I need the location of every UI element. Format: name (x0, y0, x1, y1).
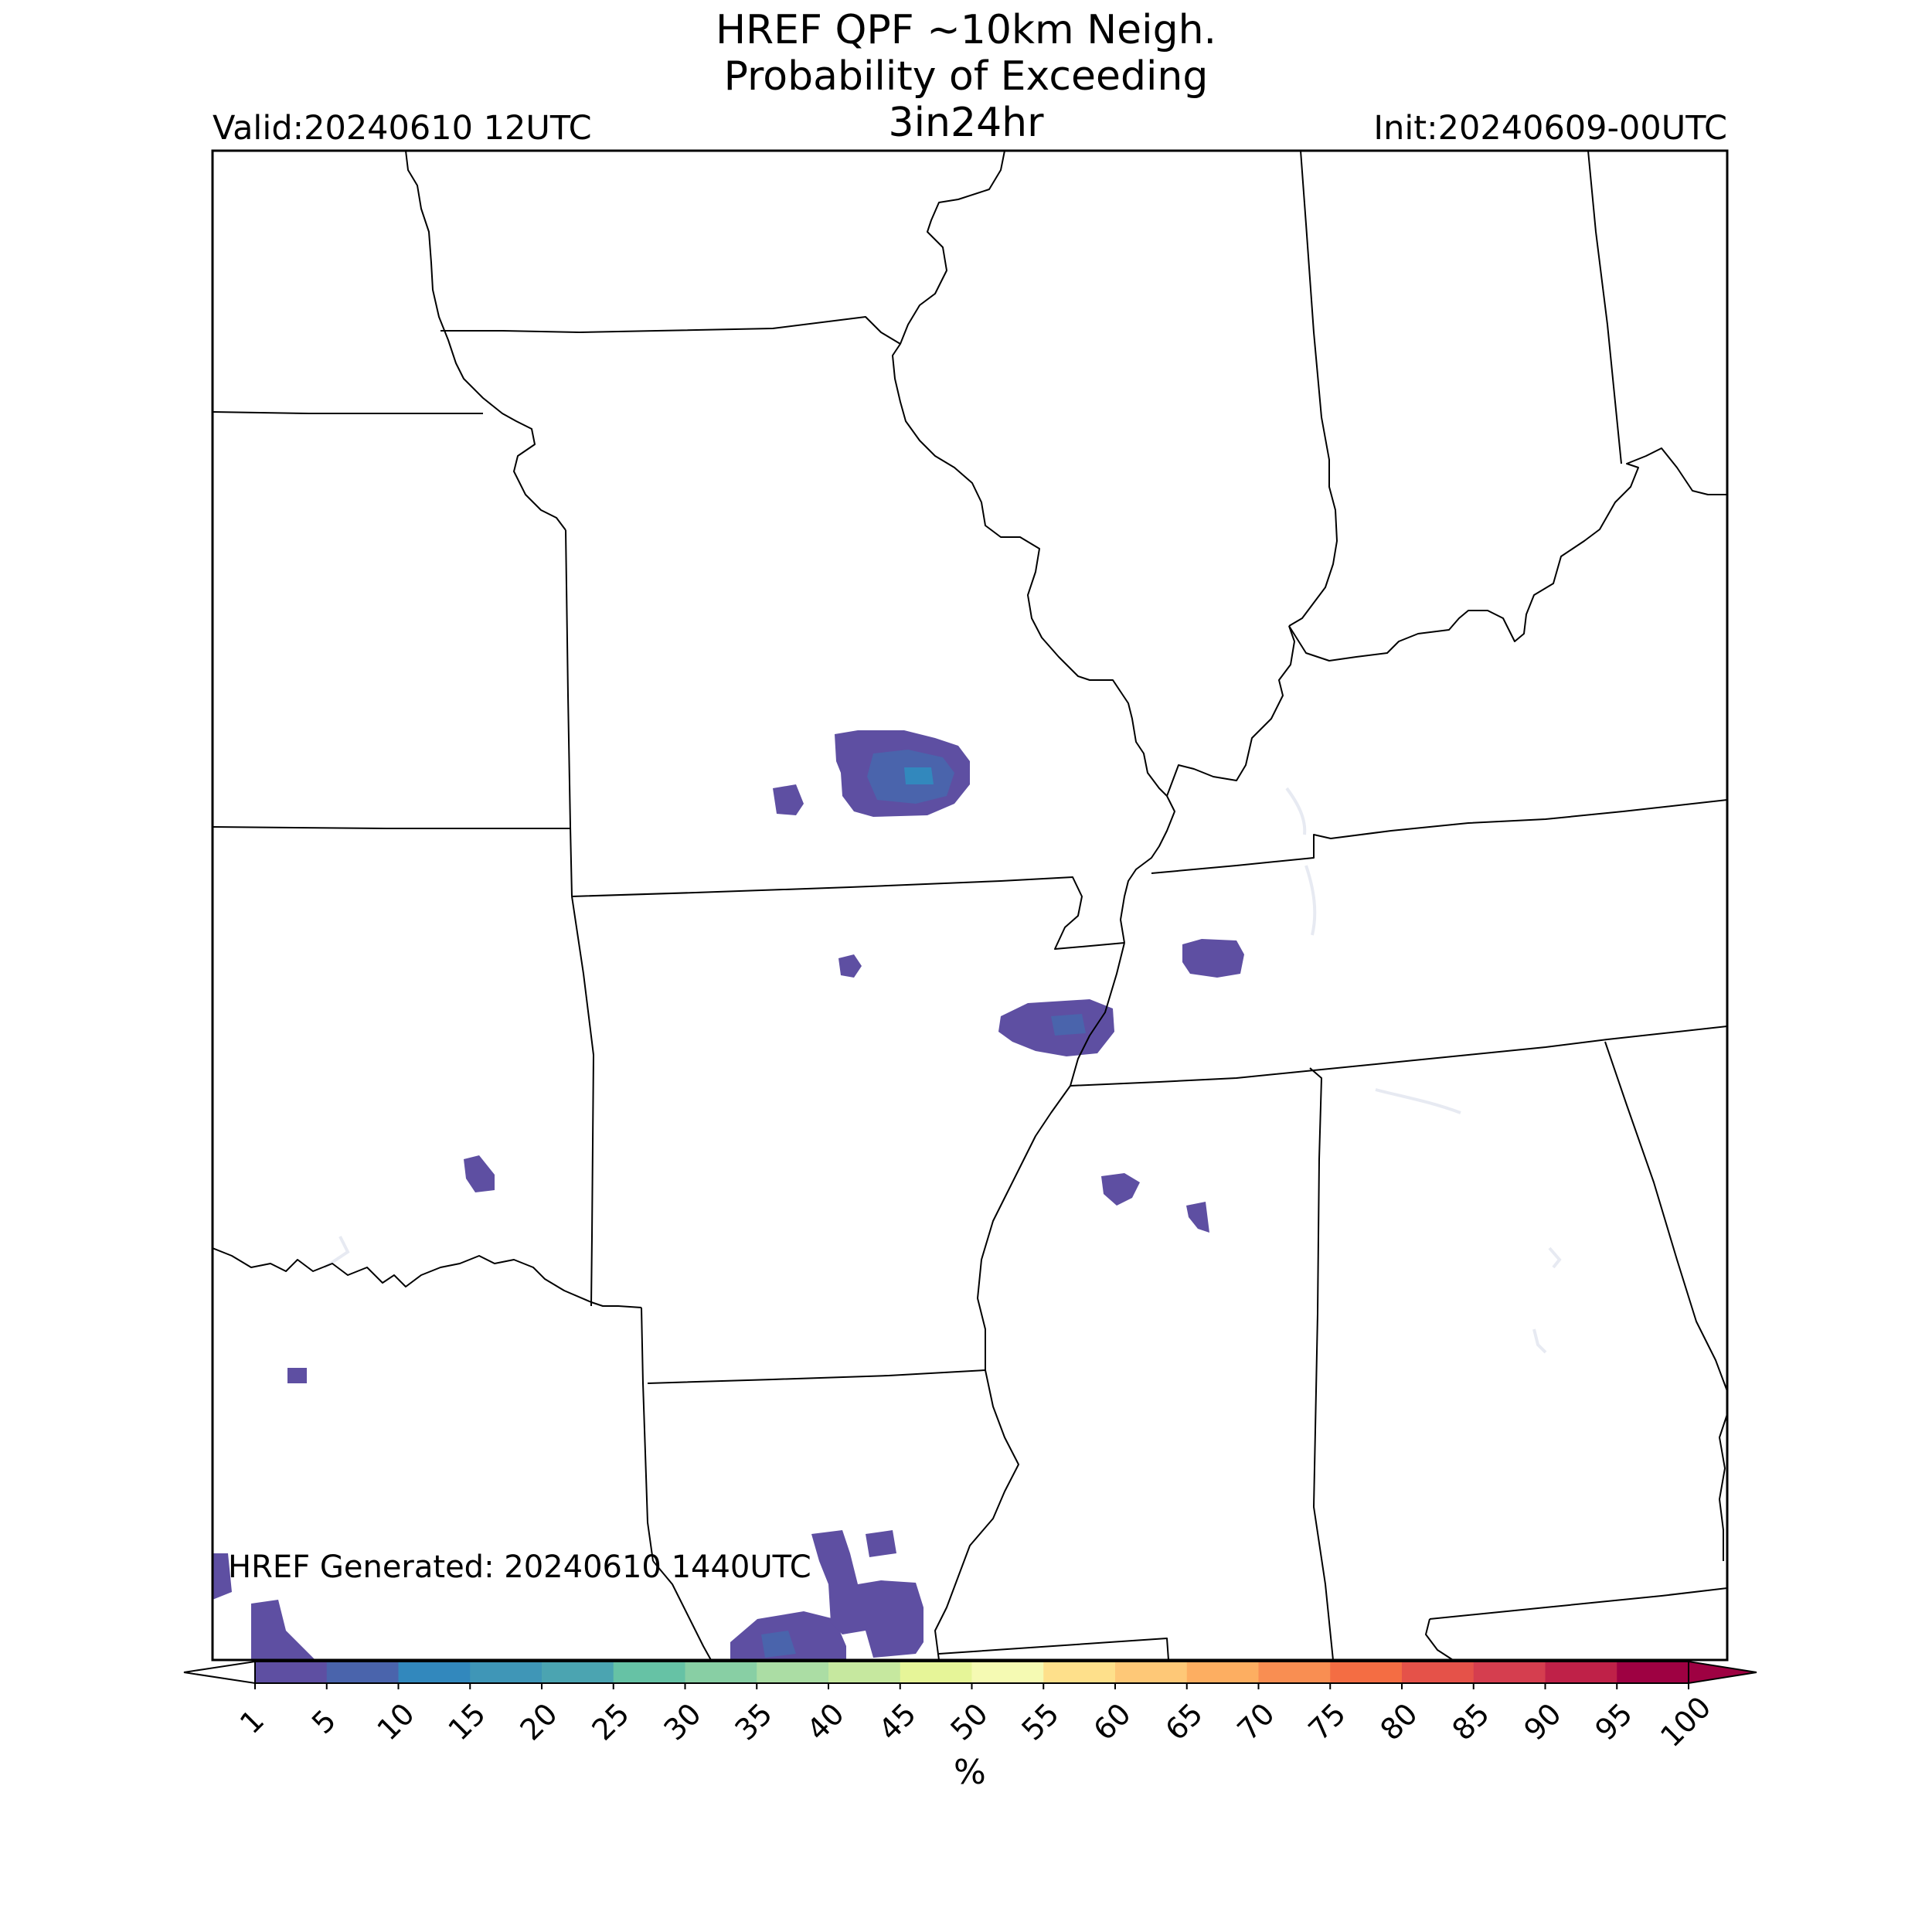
map-title-line-3: 3in24hr (888, 100, 1044, 146)
colorbar-swatch (326, 1662, 399, 1683)
colorbar-swatch (1115, 1662, 1188, 1683)
map-title-line-2: Probability of Exceeding (723, 53, 1209, 100)
colorbar-units-label: % (954, 1753, 986, 1792)
colorbar-swatch (613, 1662, 685, 1683)
colorbar-swatch (900, 1662, 972, 1683)
prob-area-bootheel-core (1051, 1014, 1086, 1036)
probability-areas (213, 730, 1244, 1660)
prob-area-texas-small (287, 1368, 307, 1383)
prob-area-oklahoma (464, 1155, 495, 1192)
colorbar (183, 1660, 1757, 1689)
colorbar-extend-min (183, 1660, 256, 1685)
prob-area-arkansas-east (811, 1530, 923, 1658)
lakes (323, 787, 1562, 1354)
colorbar-swatch (1330, 1662, 1403, 1683)
colorbar-swatch (685, 1662, 757, 1683)
colorbar-extend-max (1688, 1660, 1757, 1685)
map-frame (211, 149, 1729, 1662)
colorbar-swatch (470, 1662, 543, 1683)
map-title-line-1: HREF QPF ~10km Neigh. (715, 7, 1217, 53)
prob-area-arkansas-core (761, 1631, 796, 1658)
colorbar-swatch (1043, 1662, 1116, 1683)
prob-area-max (904, 767, 934, 784)
prob-area-kentucky (1182, 939, 1244, 978)
init-time-label: Init:20240609-00UTC (1373, 109, 1727, 148)
colorbar-swatch (757, 1662, 829, 1683)
prob-area-tennessee-1 (1101, 1173, 1140, 1206)
prob-area-arkansas-small (866, 1530, 896, 1557)
colorbar-swatch (971, 1662, 1044, 1683)
colorbar-swatch (1473, 1662, 1546, 1683)
colorbar-swatch (1545, 1662, 1617, 1683)
colorbar-swatch (398, 1662, 471, 1683)
prob-area-west-missouri-small (773, 784, 804, 815)
colorbar-swatch (255, 1662, 328, 1683)
valid-time-label: Valid:20240610 12UTC (213, 109, 592, 148)
colorbar-swatch (1402, 1662, 1475, 1683)
prob-area-tiny-1 (838, 954, 862, 978)
state-borders (213, 151, 1727, 1660)
colorbar-swatch (1617, 1662, 1689, 1683)
generated-timestamp-label: HREF Generated: 20240610 1440UTC (228, 1549, 811, 1585)
colorbar-swatch (1258, 1662, 1331, 1683)
colorbar-swatch (542, 1662, 614, 1683)
colorbar-swatch (1186, 1662, 1259, 1683)
prob-area-tennessee-2 (1186, 1202, 1209, 1233)
prob-area-southwest-bottom (251, 1600, 315, 1660)
prob-area-southwest-edge (213, 1553, 232, 1600)
colorbar-swatch (828, 1662, 901, 1683)
